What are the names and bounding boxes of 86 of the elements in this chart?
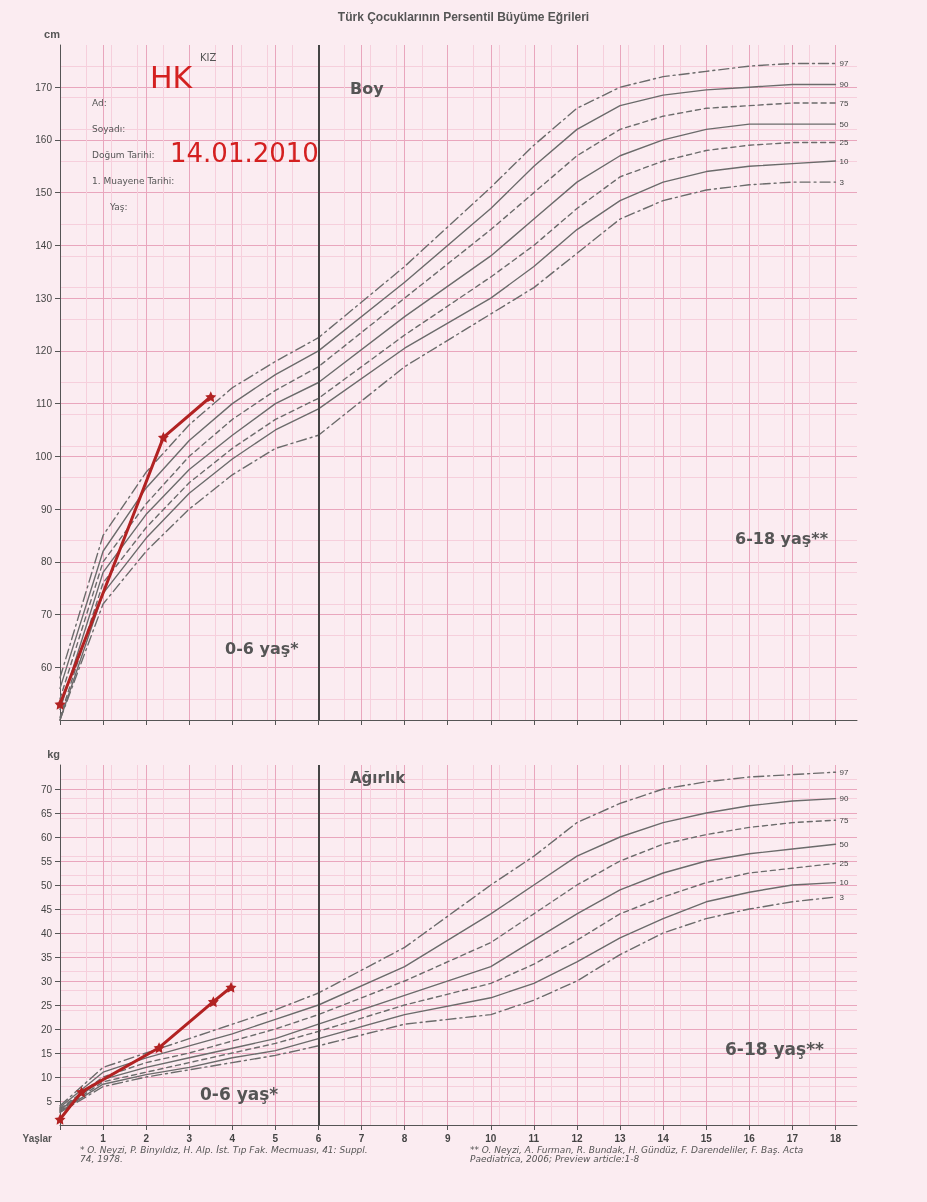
point xyxy=(157,431,169,443)
series-label: 3 xyxy=(839,892,845,902)
series-label: 50 xyxy=(839,119,849,129)
x-tick-label: 17 xyxy=(786,1132,799,1144)
y-tick-label: 35 xyxy=(40,951,53,963)
x-tick-label: 3 xyxy=(186,1132,193,1144)
y-tick-label: 110 xyxy=(36,398,53,410)
series-label: 50 xyxy=(839,839,849,849)
point xyxy=(54,698,66,710)
x-tick-label: 14 xyxy=(657,1132,670,1144)
x-tick-label: 16 xyxy=(743,1132,756,1144)
y-tick-label: 120 xyxy=(35,345,53,357)
y-axis-title: kg xyxy=(47,747,60,760)
series-label: 97 xyxy=(839,767,849,777)
y-tick-label: 15 xyxy=(40,1047,53,1059)
annotation: Soyadı: xyxy=(92,123,126,134)
point xyxy=(205,391,217,403)
x-tick-label: 11 xyxy=(528,1132,540,1144)
point xyxy=(76,1086,88,1098)
point xyxy=(54,1113,66,1125)
y-tick-label: 65 xyxy=(40,807,53,819)
series-label: 10 xyxy=(839,878,849,888)
y-axis-title: cm xyxy=(44,27,61,40)
x-tick-label: 9 xyxy=(444,1132,451,1144)
y-tick-label: 100 xyxy=(35,450,53,462)
y-tick-label: 170 xyxy=(35,81,53,93)
y-tick-label: 20 xyxy=(40,1023,53,1035)
series-label: 90 xyxy=(839,80,849,90)
y-tick-label: 70 xyxy=(40,783,53,795)
y-tick-label: 5 xyxy=(46,1095,53,1107)
annotation: Ad: xyxy=(92,97,107,108)
x-axis-title: Yaşlar xyxy=(22,1132,53,1144)
y-tick-label: 60 xyxy=(40,831,53,843)
x-tick-label: 18 xyxy=(829,1132,842,1144)
annotation: 6-18 yaş** xyxy=(735,528,829,548)
series-label: 10 xyxy=(839,156,849,166)
series-label: 97 xyxy=(839,58,849,68)
x-tick-label: 6 xyxy=(315,1132,322,1144)
annotation: 0-6 yaş* xyxy=(225,638,300,658)
series-label: 25 xyxy=(839,858,849,868)
series-label: 75 xyxy=(839,815,849,825)
annotation: 6-18 yaş** xyxy=(725,1038,825,1059)
x-tick-label: 2 xyxy=(143,1132,150,1144)
y-tick-label: 80 xyxy=(40,556,53,568)
y-tick-label: 160 xyxy=(35,134,53,146)
y-tick-label: 55 xyxy=(40,855,53,867)
y-tick-label: 150 xyxy=(35,187,53,199)
series-label: 3 xyxy=(839,177,845,187)
y-tick-label: 30 xyxy=(40,975,53,987)
annotation: KIZ xyxy=(200,51,217,63)
annotation: Doğum Tarihi: xyxy=(92,149,155,160)
y-tick-label: 140 xyxy=(35,239,53,251)
annotation: 14.01.2010 xyxy=(170,138,319,168)
annotation: 1. Muayene Tarihi: xyxy=(92,175,175,186)
text: ** O. Neyzi, A. Furman, R. Bundak, H. Gündüz, F. Darendeliler, F. Baş. Acta Paediatrica, 2006; Preview article:1-8 xyxy=(470,1144,807,1164)
annotation: Yaş: xyxy=(109,201,128,212)
y-tick-label: 40 xyxy=(40,927,53,939)
annotation: 0-6 yaş* xyxy=(200,1083,279,1104)
x-tick-label: 1 xyxy=(100,1132,107,1144)
x-tick-label: 15 xyxy=(700,1132,713,1144)
x-tick-label: 8 xyxy=(401,1132,408,1144)
annotation: Ağırlık xyxy=(350,768,407,787)
y-tick-label: 130 xyxy=(35,292,53,304)
y-tick-label: 90 xyxy=(40,503,53,515)
annotation: HK xyxy=(150,59,194,95)
series-label: 90 xyxy=(839,794,849,804)
x-tick-label: 5 xyxy=(272,1132,279,1144)
text: * O. Neyzi, P. Binyıldız, H. Alp. İst. Tıp Fak. Mecmuası, 41: Suppl. 74, 1978. xyxy=(80,1144,371,1164)
series-label: 75 xyxy=(839,98,849,108)
x-tick-label: 4 xyxy=(229,1132,236,1144)
y-tick-label: 45 xyxy=(40,903,53,915)
y-tick-label: 50 xyxy=(40,879,53,891)
x-tick-label: 13 xyxy=(614,1132,627,1144)
y-tick-label: 10 xyxy=(40,1071,53,1083)
point xyxy=(153,1042,165,1054)
y-tick-label: 60 xyxy=(40,661,53,673)
y-tick-label: 25 xyxy=(40,999,53,1011)
point xyxy=(207,996,219,1008)
y-tick-label: 70 xyxy=(40,609,53,621)
point xyxy=(225,981,237,993)
chart-title: Türk Çocuklarının Persentil Büyüme Eğrileri xyxy=(337,10,590,24)
x-tick-label: 7 xyxy=(358,1132,365,1144)
x-tick-label: 12 xyxy=(571,1132,583,1144)
x-tick-label: 10 xyxy=(485,1132,497,1144)
series-label: 25 xyxy=(839,138,849,148)
annotation: Boy xyxy=(350,78,385,98)
